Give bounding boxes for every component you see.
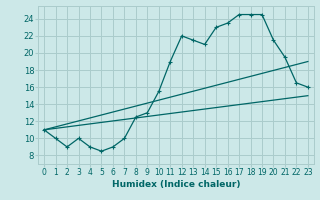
X-axis label: Humidex (Indice chaleur): Humidex (Indice chaleur)	[112, 180, 240, 189]
